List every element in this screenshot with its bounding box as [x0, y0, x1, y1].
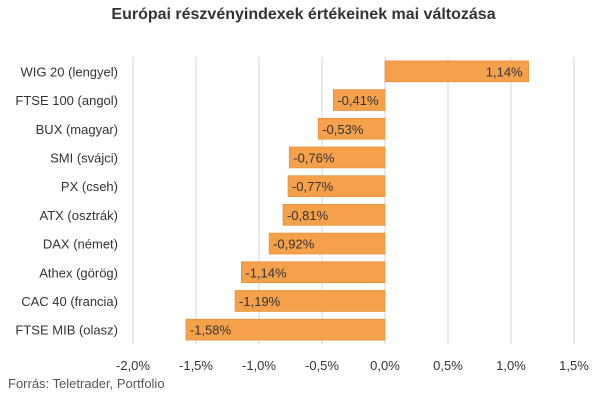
category-label: WIG 20 (lengyel): [20, 64, 118, 79]
category-label: FTSE MIB (olasz): [15, 323, 118, 338]
data-label: -1,58%: [190, 323, 232, 338]
bar: [241, 261, 386, 284]
bar: [234, 290, 386, 312]
bar: [287, 175, 386, 197]
category-label: SMI (svájci): [50, 150, 118, 165]
bar: [268, 232, 386, 255]
bar: [288, 146, 386, 169]
x-tick-label: -1,5%: [179, 358, 213, 373]
data-label: 1,14%: [486, 64, 523, 79]
bar: [282, 204, 386, 226]
data-label: -0,53%: [322, 122, 364, 137]
x-tick-label: 0,0%: [370, 358, 400, 373]
chart-title: Európai részvényindexek értékeinek mai v…: [111, 6, 496, 23]
bar: [384, 60, 529, 83]
x-tick-label: 1,0%: [496, 358, 526, 373]
data-label: -1,14%: [245, 265, 287, 280]
data-label: -0,76%: [293, 150, 335, 165]
x-tick-label: 0,5%: [433, 358, 463, 373]
data-label: -0,81%: [287, 208, 329, 223]
category-label: Athex (görög): [39, 265, 118, 280]
category-label: CAC 40 (francia): [21, 294, 118, 309]
x-tick-label: -0,5%: [305, 358, 339, 373]
category-label: PX (cseh): [61, 179, 118, 194]
category-label: BUX (magyar): [36, 122, 118, 137]
category-label: FTSE 100 (angol): [15, 93, 118, 108]
bar: [333, 89, 386, 111]
x-tick-label: -2,0%: [116, 358, 150, 373]
bar: [317, 117, 386, 140]
data-label: -1,19%: [239, 294, 281, 309]
data-label: -0,77%: [292, 179, 334, 194]
x-tick-label: -1,0%: [242, 358, 276, 373]
source-note: Forrás: Teletrader, Portfolio: [8, 376, 165, 391]
data-label: -0,92%: [273, 237, 315, 252]
bar: [185, 318, 386, 341]
category-label: DAX (német): [43, 237, 118, 252]
x-tick-label: 1,5%: [559, 358, 589, 373]
data-label: -0,41%: [337, 93, 379, 108]
category-label: ATX (osztrák): [40, 208, 119, 223]
